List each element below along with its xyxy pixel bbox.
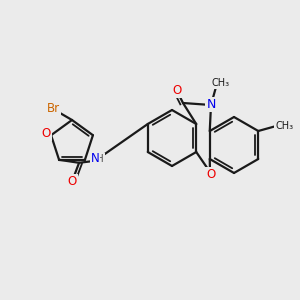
- Text: N: N: [206, 98, 216, 110]
- Text: CH₃: CH₃: [275, 121, 293, 131]
- Text: O: O: [68, 175, 77, 188]
- Text: O: O: [206, 167, 216, 181]
- Text: O: O: [41, 127, 51, 140]
- Text: Br: Br: [46, 103, 60, 116]
- Text: N: N: [91, 152, 99, 165]
- Text: H: H: [96, 154, 104, 164]
- Text: O: O: [172, 85, 182, 98]
- Text: CH₃: CH₃: [212, 78, 230, 88]
